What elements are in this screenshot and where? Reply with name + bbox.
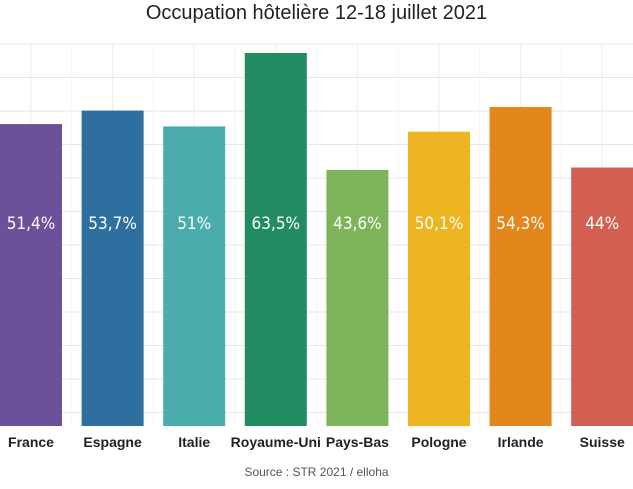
bar-royaume-uni	[244, 53, 307, 426]
category-label: Suisse	[580, 434, 625, 450]
bar-value-label: 43,6%	[333, 214, 382, 234]
bar-value-label: 51,4%	[7, 214, 56, 234]
bar-value-label: 51%	[177, 214, 211, 234]
bar-value-label: 53,7%	[88, 214, 137, 234]
category-label: Irlande	[498, 434, 544, 450]
bar-france	[0, 124, 62, 426]
bar-italie	[163, 126, 226, 426]
chart-title: Occupation hôtelière 12-18 juillet 2021	[145, 2, 488, 24]
category-label: Italie	[178, 434, 210, 450]
category-label: Pays-Bas	[326, 434, 389, 450]
bar-irlande	[489, 107, 552, 426]
category-label: Espagne	[83, 434, 142, 450]
category-label: Royaume-Uni	[231, 434, 321, 450]
bar-espagne	[81, 110, 144, 426]
chart-source: Source : STR 2021 / elloha	[244, 465, 389, 479]
category-label: Pologne	[411, 434, 466, 450]
category-label: France	[8, 434, 54, 450]
bar-pays-bas	[326, 169, 389, 426]
bar-value-label: 50,1%	[415, 214, 464, 234]
bar-pologne	[408, 131, 470, 427]
bar-suisse	[571, 167, 633, 426]
bar-value-label: 44%	[585, 214, 619, 234]
bar-value-label: 63,5%	[252, 214, 301, 234]
bar-value-label: 54,3%	[496, 214, 545, 234]
